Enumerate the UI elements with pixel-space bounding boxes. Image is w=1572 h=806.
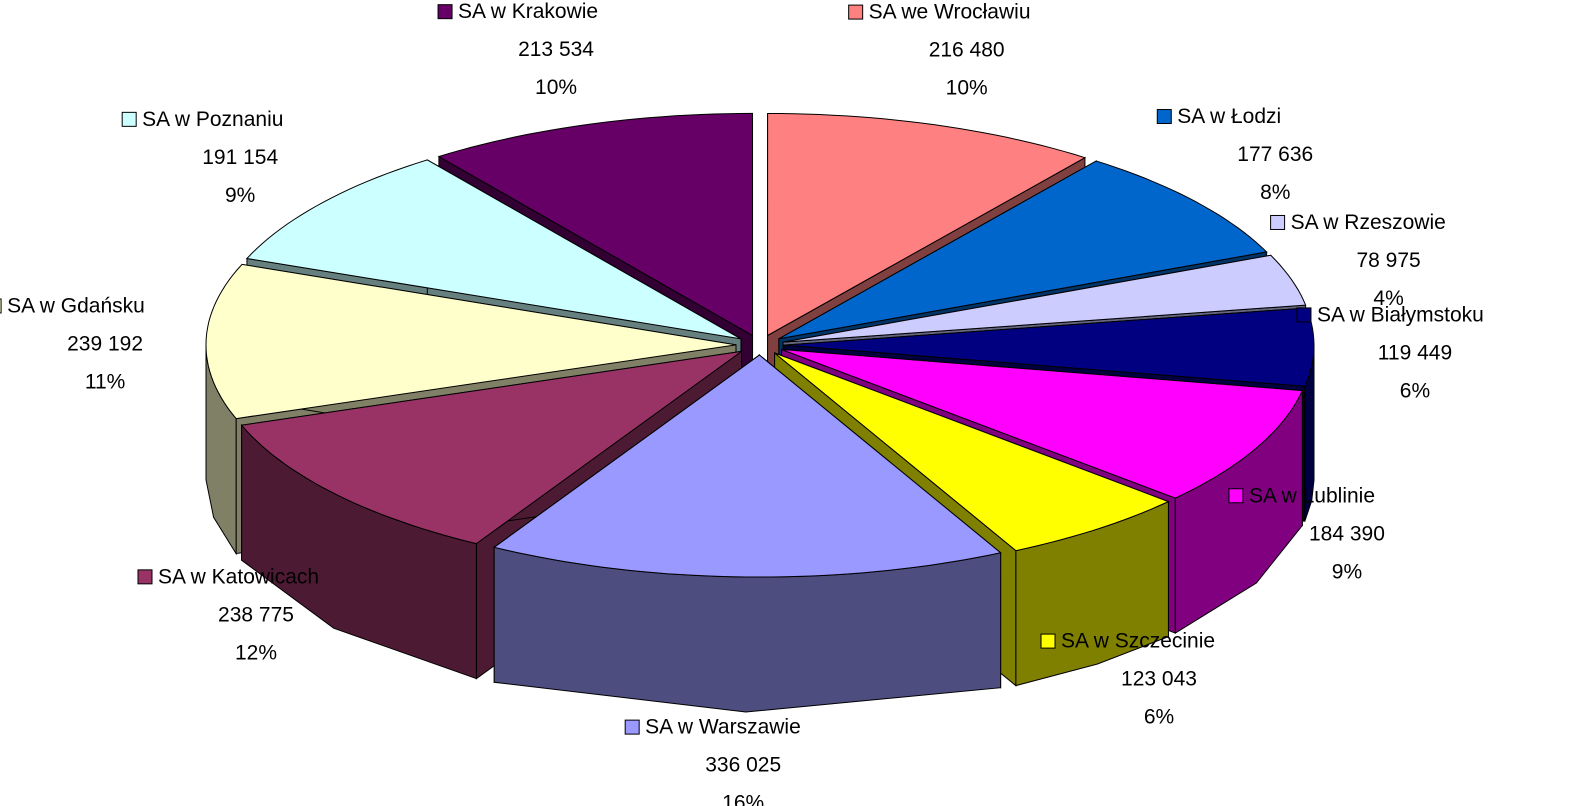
legend-swatch: [121, 111, 137, 127]
data-label: SA w Szczecinie 123 043 6%: [1040, 630, 1215, 729]
category-label: SA w Łodzi: [1177, 105, 1281, 128]
category-label: SA we Wrocławiu: [869, 1, 1031, 24]
slice-top: [781, 348, 1304, 499]
slice-top: [782, 254, 1307, 343]
data-label: SA we Wrocławiu 216 480 10%: [848, 1, 1031, 100]
value-label: 191 154: [202, 146, 278, 169]
legend-swatch: [1270, 214, 1286, 230]
data-label: SA w Łodzi 177 636 8%: [1156, 105, 1313, 204]
slice-top: [767, 113, 1087, 337]
percent-label: 11%: [85, 371, 125, 394]
data-label: SA w Gdańsku 239 192 11%: [0, 295, 145, 394]
percent-label: 4%: [1373, 287, 1403, 310]
slice: [493, 353, 1002, 713]
legend-swatch: [137, 569, 153, 585]
value-label: 216 480: [929, 39, 1005, 62]
legend-swatch: [437, 4, 453, 20]
legend-swatch: [1296, 307, 1312, 323]
data-label: SA w Krakowie 213 534 10%: [437, 0, 598, 99]
value-label: 239 192: [67, 333, 143, 356]
legend-swatch: [624, 719, 640, 735]
slice-top: [778, 160, 1268, 340]
category-label: SA w Gdańsku: [7, 295, 145, 318]
data-label: SA w Katowicach 238 775 12%: [137, 565, 319, 664]
category-label: SA w Białymstoku: [1317, 303, 1484, 326]
legend-swatch: [1228, 488, 1244, 504]
percent-label: 9%: [225, 184, 255, 207]
category-label: SA w Poznaniu: [142, 108, 283, 131]
slice-top: [774, 352, 1170, 552]
percent-label: 6%: [1144, 706, 1174, 729]
value-label: 184 390: [1309, 522, 1385, 545]
data-label: SA w Białymstoku 119 449 6%: [1296, 303, 1484, 402]
percent-label: 10%: [535, 76, 577, 99]
legend-swatch: [848, 4, 864, 20]
slice-top: [493, 354, 1002, 578]
value-label: 119 449: [1378, 341, 1452, 364]
percent-label: 9%: [1332, 560, 1362, 583]
category-label: SA w Szczecinie: [1061, 630, 1215, 653]
category-label: SA w Rzeszowie: [1291, 211, 1446, 234]
percent-label: 12%: [235, 641, 277, 664]
slice-top: [205, 263, 737, 420]
data-label: SA w Lublinie 184 390 9%: [1228, 484, 1385, 583]
value-label: 336 025: [705, 754, 781, 777]
data-label: SA w Poznaniu 191 154 9%: [121, 108, 283, 207]
percent-label: 16%: [722, 792, 764, 806]
category-label: SA w Krakowie: [458, 0, 598, 23]
data-label: SA w Rzeszowie 78 975 4%: [1270, 211, 1446, 310]
value-label: 78 975: [1356, 249, 1420, 272]
legend-swatch: [1040, 633, 1056, 649]
slice-top: [245, 159, 742, 340]
value-label: 177 636: [1237, 143, 1313, 166]
value-label: 213 534: [518, 38, 594, 61]
category-label: SA w Warszawie: [645, 716, 801, 739]
percent-label: 6%: [1400, 379, 1430, 402]
legend-swatch: [1156, 109, 1172, 125]
legend-swatch: [0, 298, 2, 314]
slice-top: [240, 350, 742, 545]
data-label: SA w Warszawie 336 025 16%: [624, 716, 801, 806]
percent-label: 8%: [1260, 181, 1290, 204]
value-label: 123 043: [1121, 668, 1197, 691]
slice-top: [437, 112, 754, 337]
value-label: 238 775: [218, 603, 294, 626]
category-label: SA w Lublinie: [1249, 484, 1375, 507]
category-label: SA w Katowicach: [158, 565, 319, 588]
percent-label: 10%: [946, 77, 988, 100]
